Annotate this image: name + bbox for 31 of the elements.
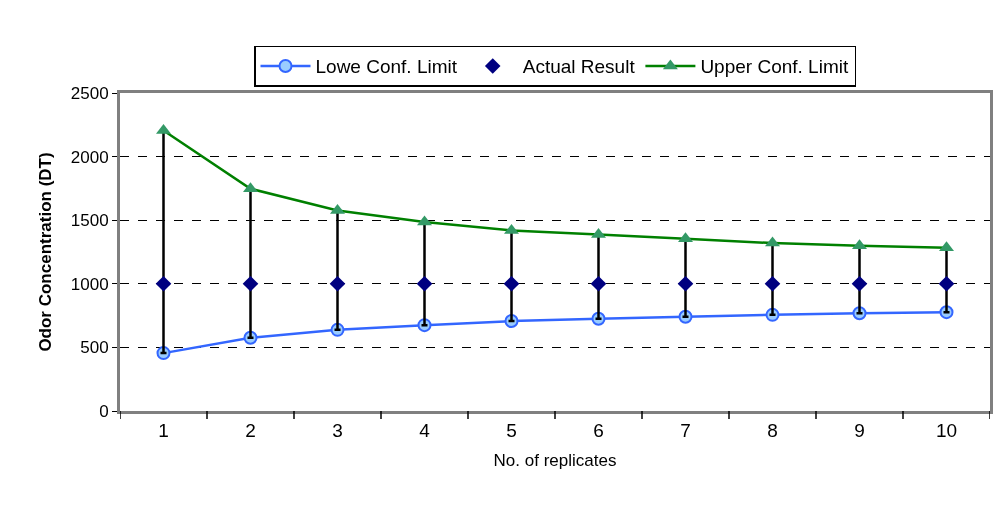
- x-tick-label: 5: [506, 419, 517, 441]
- x-tick-label: 8: [767, 419, 778, 441]
- y-axis-title: Odor Concentration (DT): [36, 152, 56, 352]
- point: [677, 276, 694, 292]
- point: [503, 276, 520, 292]
- x-tick-label: 3: [332, 419, 343, 441]
- y-tick-label: 500: [80, 338, 109, 358]
- y-tick-label: 0: [99, 401, 109, 421]
- point: [938, 276, 955, 292]
- point: [329, 276, 346, 292]
- point: [416, 276, 433, 292]
- legend-label: Lowe Conf. Limit: [315, 56, 458, 78]
- x-tick-label: 9: [854, 419, 865, 441]
- legend-label: Upper Conf. Limit: [700, 56, 849, 78]
- point: [590, 276, 607, 292]
- x-tick-label: 2: [245, 419, 256, 441]
- x-axis-title: No. of replicates: [493, 451, 617, 471]
- point: [242, 276, 259, 292]
- legend-label: Actual Result: [522, 56, 636, 78]
- y-tick-label: 2000: [70, 147, 109, 167]
- y-tick-label: 1000: [70, 274, 109, 294]
- x-tick-label: 6: [593, 419, 604, 441]
- x-tick-label: 4: [419, 419, 431, 441]
- point: [764, 276, 781, 292]
- x-tick-label: 10: [935, 419, 958, 441]
- y-tick-label: 1500: [70, 211, 109, 231]
- point: [155, 276, 172, 292]
- x-tick-label: 7: [680, 419, 691, 441]
- point: [851, 276, 868, 292]
- y-tick-label: 2500: [70, 83, 109, 103]
- x-tick-label: 1: [158, 419, 169, 441]
